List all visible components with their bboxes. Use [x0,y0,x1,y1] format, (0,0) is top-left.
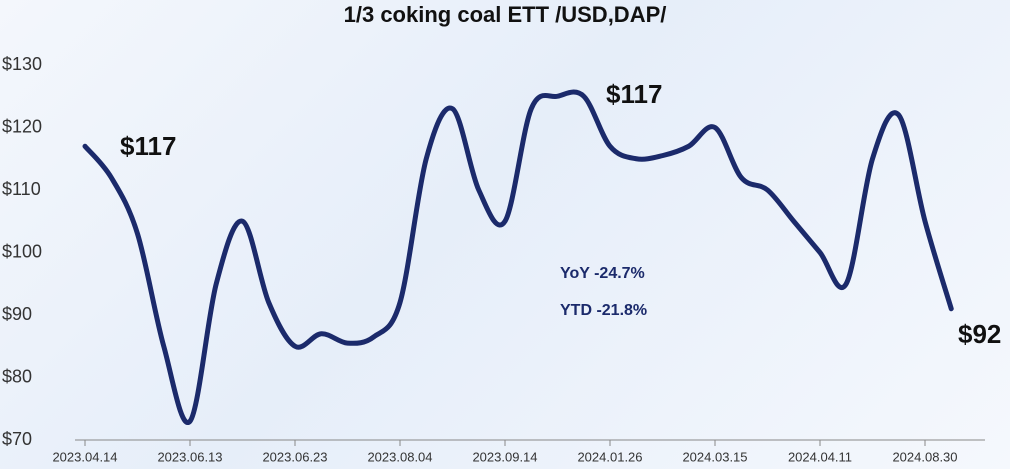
y-tick-label: $130 [2,54,42,74]
y-tick-label: $90 [2,304,32,324]
x-tick-label: 2024.04.11 [788,449,852,464]
annotation: $117 [606,79,662,109]
y-tick-label: $100 [2,241,42,261]
annotation: YoY -24.7% [560,265,645,282]
annotation: $117 [120,131,176,161]
annotation: $92 [958,319,1001,349]
y-tick-label: $110 [2,179,41,199]
y-tick-label: $70 [2,429,32,449]
annotation: YTD -21.8% [560,302,647,319]
chart-title: 1/3 coking coal ETT /USD,DAP/ [344,2,667,27]
x-tick-label: 2023.04.14 [52,449,117,464]
y-tick-label: $80 [2,366,32,386]
line [82,89,954,426]
y-tick-label: $120 [2,116,42,136]
x-tick-label: 2023.06.13 [157,449,222,464]
x-tick-label: 2023.08.04 [367,449,432,464]
x-tick-label: 2024.08.30 [892,449,957,464]
x-tick-label: 2023.09.14 [472,449,537,464]
x-tick-label: 2023.06.23 [262,449,327,464]
x-tick-label: 2024.01.26 [577,449,642,464]
x-tick-label: 2024.03.15 [682,449,747,464]
